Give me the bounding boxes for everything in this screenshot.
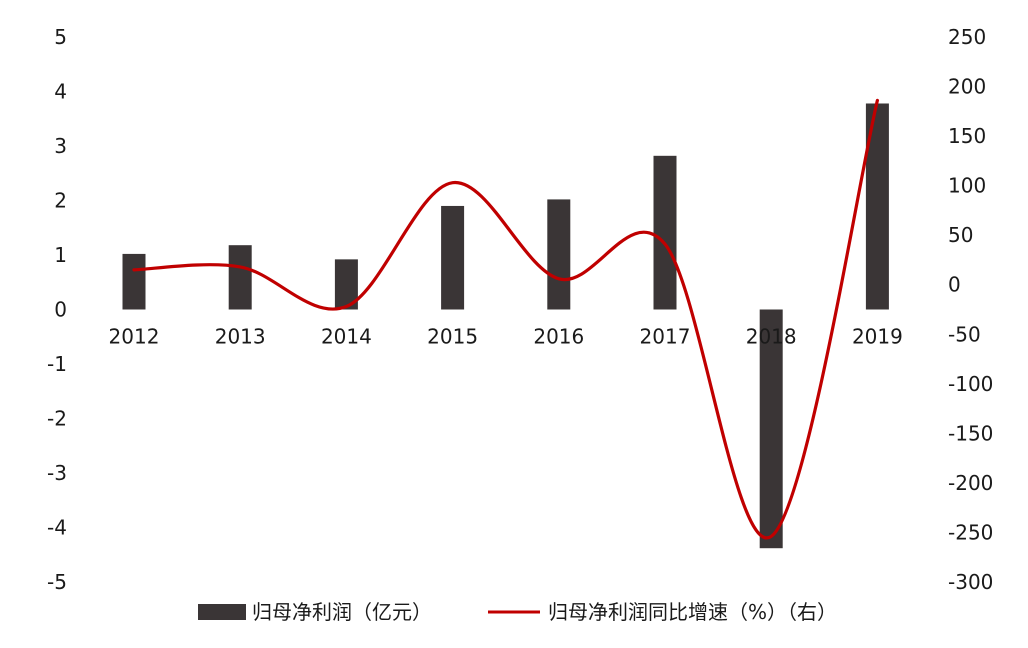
right-tick-label: 150 bbox=[948, 124, 986, 148]
left-tick-label: -5 bbox=[47, 570, 67, 594]
left-tick-label: -2 bbox=[47, 407, 67, 431]
right-tick-label: 200 bbox=[948, 75, 986, 99]
legend: 归母净利润（亿元） 归母净利润同比增速（%）（右） bbox=[198, 600, 837, 624]
left-tick-label: 1 bbox=[54, 243, 67, 267]
x-tick-label: 2019 bbox=[852, 325, 903, 349]
line-series bbox=[132, 98, 879, 540]
x-tick-label: 2016 bbox=[533, 325, 584, 349]
legend-bar-swatch bbox=[198, 604, 246, 620]
right-tick-label: -100 bbox=[948, 372, 993, 396]
left-tick-label: -3 bbox=[47, 461, 67, 485]
left-tick-label: 5 bbox=[54, 25, 67, 49]
x-tick-label: 2017 bbox=[640, 325, 691, 349]
right-tick-label: 100 bbox=[948, 174, 986, 198]
x-tick-label: 2014 bbox=[321, 325, 372, 349]
legend-bar-label: 归母净利润（亿元） bbox=[252, 600, 432, 624]
right-tick-label: -300 bbox=[948, 570, 993, 594]
x-tick-label: 2018 bbox=[746, 325, 797, 349]
left-tick-label: 4 bbox=[54, 80, 67, 104]
legend-line-label: 归母净利润同比增速（%）（右） bbox=[548, 600, 837, 624]
left-tick-label: -1 bbox=[47, 352, 67, 376]
bar bbox=[228, 245, 252, 310]
right-axis-ticks: 250 200 150 100 50 0 -50 -100 -150 -200 -250 -300 bbox=[948, 25, 993, 594]
right-tick-label: -150 bbox=[948, 421, 993, 445]
bar bbox=[334, 259, 358, 310]
x-tick-label: 2015 bbox=[427, 325, 478, 349]
left-axis-ticks: 5 4 3 2 1 0 -1 -2 -3 -4 -5 bbox=[47, 25, 67, 594]
left-tick-label: -4 bbox=[47, 516, 67, 540]
left-tick-label: 2 bbox=[54, 189, 67, 213]
x-tick-label: 2013 bbox=[215, 325, 266, 349]
left-tick-label: 3 bbox=[54, 134, 67, 158]
bar bbox=[441, 205, 465, 310]
right-tick-label: -200 bbox=[948, 471, 993, 495]
growth-line bbox=[132, 98, 879, 540]
right-tick-label: 0 bbox=[948, 273, 961, 297]
bar-series bbox=[122, 103, 889, 549]
x-axis-ticks: 2012 2013 2014 2015 2016 2017 2018 2019 bbox=[109, 325, 903, 349]
bar bbox=[122, 253, 146, 310]
bar bbox=[865, 103, 889, 310]
right-tick-label: 50 bbox=[948, 223, 973, 247]
bar bbox=[759, 309, 783, 549]
right-tick-label: 250 bbox=[948, 25, 986, 49]
left-tick-label: 0 bbox=[54, 298, 67, 322]
bar bbox=[653, 155, 677, 310]
x-tick-label: 2012 bbox=[109, 325, 160, 349]
right-tick-label: -250 bbox=[948, 520, 993, 544]
bar bbox=[547, 199, 571, 310]
right-tick-label: -50 bbox=[948, 322, 981, 346]
